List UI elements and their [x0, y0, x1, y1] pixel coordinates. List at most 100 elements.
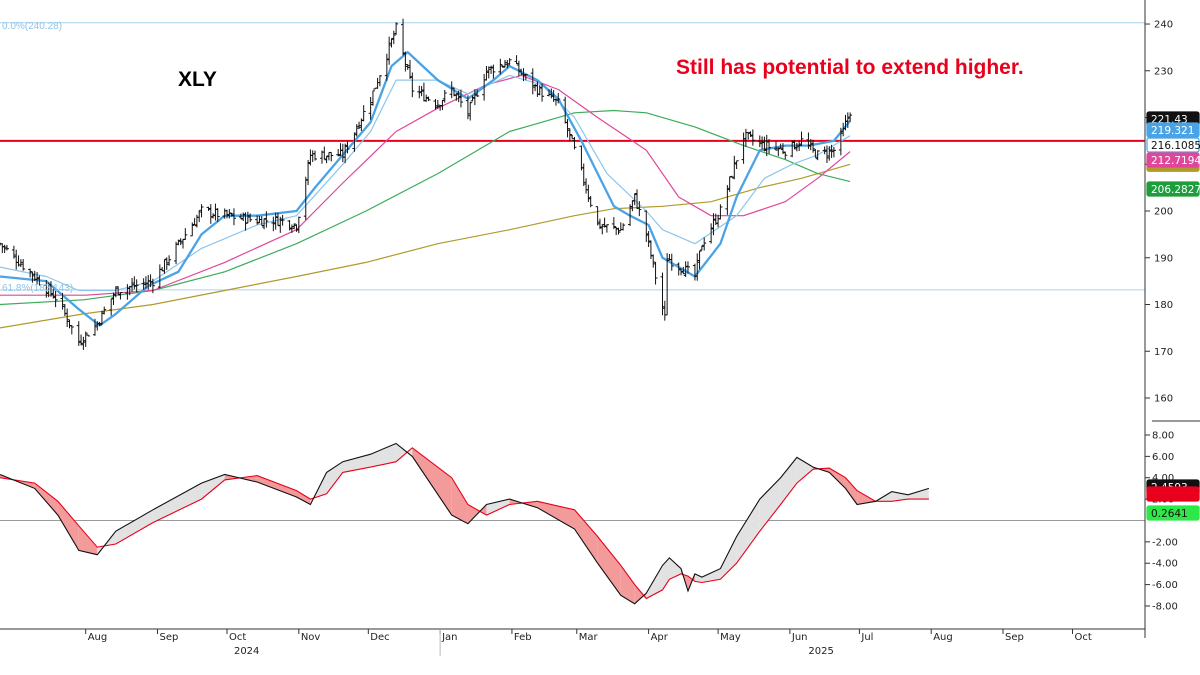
price-bar [699, 245, 704, 251]
price-bar [361, 105, 366, 122]
price-bar [296, 216, 301, 234]
macd-fill [701, 568, 721, 583]
price-bar [794, 142, 799, 152]
price-tag: 206.2827 [1146, 181, 1200, 197]
price-bar [588, 195, 593, 208]
price-bar [648, 240, 653, 260]
price-bar [421, 82, 426, 102]
svg-text:212.7194: 212.7194 [1151, 155, 1200, 167]
price-bar [848, 112, 853, 122]
price-bar [313, 150, 318, 161]
price-bar [343, 143, 348, 164]
price-bar [635, 189, 640, 210]
price-bar [824, 145, 829, 163]
price-tags: 221.43219.321216.1085212.7194206.28272.4… [1146, 111, 1200, 521]
price-bar [86, 334, 91, 337]
price-bar [676, 262, 681, 276]
price-bar [540, 83, 545, 102]
macd-fill [646, 565, 663, 599]
price-bar [394, 22, 399, 35]
price-bar [827, 146, 832, 161]
price-bar [442, 89, 447, 103]
x-tick-label: Aug [88, 632, 108, 643]
price-bar [502, 59, 507, 68]
price-bar [225, 209, 230, 219]
price-bar [743, 128, 748, 147]
macd-line [0, 442, 930, 605]
macd-fill [78, 525, 98, 555]
price-bar [653, 261, 658, 285]
price-bar [273, 212, 278, 230]
price-bar [734, 160, 739, 170]
moving-average-line [0, 163, 851, 329]
price-bar [164, 257, 169, 270]
price-bar [278, 216, 283, 233]
x-tick-label: Oct [1075, 632, 1092, 643]
macd-tag [1146, 486, 1200, 502]
macd-fill [57, 501, 79, 551]
y-tick-label: 230 [1154, 66, 1173, 77]
price-bar [401, 18, 406, 56]
macd-y-tick-label: 8.00 [1152, 431, 1174, 442]
price-bar [621, 223, 626, 231]
price-tag: 219.321 [1146, 122, 1200, 138]
price-bar [259, 216, 264, 227]
price-bar [357, 121, 362, 130]
price-bar [637, 201, 642, 217]
y-tick-label: 170 [1154, 347, 1173, 358]
price-bar [53, 290, 58, 308]
year-label: 2024 [234, 646, 259, 657]
price-bar [762, 136, 767, 152]
macd-fill [152, 483, 202, 523]
macd-fill [574, 509, 598, 564]
price-bar [419, 85, 424, 97]
price-bar [579, 145, 584, 171]
price-bar [18, 259, 23, 267]
price-bar [28, 268, 33, 278]
price-bar [732, 155, 737, 180]
price-bar [507, 58, 512, 65]
price-bar [456, 90, 461, 103]
macd-fill [396, 443, 413, 462]
price-bar [813, 148, 818, 158]
macd-tag: 0.2641 [1146, 505, 1200, 521]
price-bar [389, 38, 394, 48]
price-bar [465, 95, 470, 120]
price-bar [470, 95, 475, 102]
moving-average-line [0, 74, 851, 292]
price-bar [748, 131, 753, 137]
price-bar [702, 237, 707, 251]
svg-text:219.321: 219.321 [1151, 125, 1194, 137]
price-bar [790, 140, 795, 158]
macd-fill [829, 468, 846, 489]
x-tick-label: Jan [441, 632, 457, 643]
price-bar [498, 58, 503, 75]
price-bar [206, 206, 211, 211]
price-bar [644, 210, 649, 242]
price-bar [514, 55, 519, 65]
price-bar [584, 178, 589, 194]
moving-average-line [0, 74, 851, 296]
price-bar [35, 272, 40, 285]
price-bar [113, 286, 118, 298]
price-bar [213, 203, 218, 221]
price-bar [391, 30, 396, 45]
price-bar [408, 59, 413, 79]
price-bar [815, 150, 820, 161]
price-bar [662, 300, 667, 321]
price-bar [336, 149, 341, 157]
macd-y-tick-label: 6.00 [1152, 452, 1174, 463]
macd-panel [0, 442, 1145, 605]
price-bar [255, 215, 260, 225]
price-bar [440, 100, 445, 111]
x-tick-label: Oct [229, 632, 246, 643]
price-bar [651, 254, 656, 268]
price-bar [48, 281, 53, 297]
price-bar [646, 231, 651, 247]
price-bar [162, 259, 167, 274]
y-tick-label: 160 [1154, 394, 1173, 405]
price-bar [716, 214, 721, 228]
macd-fill [115, 509, 153, 544]
price-bar [183, 228, 188, 241]
price-bar [141, 278, 146, 290]
